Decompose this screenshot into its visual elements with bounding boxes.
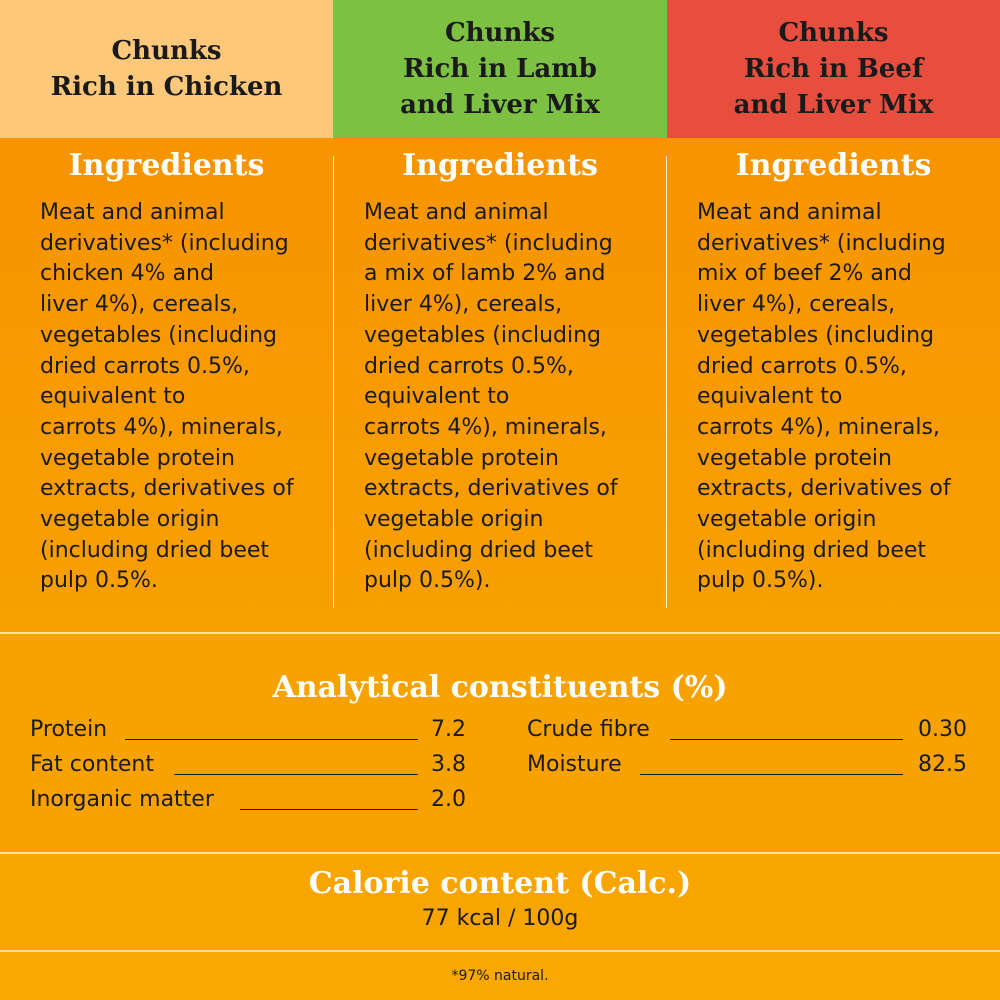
ingredients-column-chicken: Ingredients Meat and animal derivatives*… [0,138,333,632]
section-divider [0,950,1000,952]
calorie-value: 77 kcal / 100g [421,906,579,931]
constituent-row-inorganic: Inorganic matter 2.0 [30,787,466,817]
constituent-value: 7.2 [431,717,466,742]
constituent-label: Moisture [527,752,622,777]
header-lamb: Chunks Rich in Lamb and Liver Mix [333,0,667,138]
constituent-label: Protein [30,717,108,742]
constituent-label: Crude fibre [527,717,650,742]
constituent-row-fibre: Crude fibre 0.30 [527,717,967,747]
column-divider [666,156,667,608]
ingredients-text: Meat and animal derivatives* (including … [40,200,294,594]
ingredients-title: Ingredients [735,148,932,183]
leader-line [174,774,418,775]
ingredients-column-lamb: Ingredients Meat and animal derivatives*… [333,138,667,632]
leader-line [240,809,418,810]
constituent-row-fat: Fat content 3.8 [30,752,466,782]
analytical-constituents-section: Analytical constituents (%) Protein 7.2 … [0,634,1000,852]
constituent-value: 0.30 [918,717,967,742]
constituent-label: Inorganic matter [30,787,214,812]
section-divider [0,632,1000,634]
ingredients-column-beef: Ingredients Meat and animal derivatives*… [667,138,1000,632]
constituent-row-protein: Protein 7.2 [30,717,466,747]
ingredients-section: Ingredients Meat and animal derivatives*… [0,138,1000,632]
leader-line [640,774,903,775]
analytical-title: Analytical constituents (%) [272,670,728,705]
ingredients-title: Ingredients [68,148,265,183]
ingredients-text: Meat and animal derivatives* (including … [364,200,618,594]
section-divider [0,852,1000,854]
leader-line [670,739,903,740]
calorie-title: Calorie content (Calc.) [308,866,692,901]
column-divider [333,156,334,608]
header-chicken: Chunks Rich in Chicken [0,0,333,138]
constituent-value: 2.0 [431,787,466,812]
constituent-label: Fat content [30,752,154,777]
ingredients-title: Ingredients [402,148,598,183]
constituent-value: 82.5 [918,752,967,777]
constituent-value: 3.8 [431,752,466,777]
leader-line [125,739,418,740]
constituent-row-moisture: Moisture 82.5 [527,752,967,782]
calorie-section: Calorie content (Calc.) 77 kcal / 100g [0,854,1000,950]
footnote: *97% natural. [0,952,1000,1000]
ingredients-text: Meat and animal derivatives* (including … [697,200,951,594]
product-header-row: Chunks Rich in Chicken Chunks Rich in La… [0,0,1000,138]
header-beef: Chunks Rich in Beef and Liver Mix [667,0,1000,138]
